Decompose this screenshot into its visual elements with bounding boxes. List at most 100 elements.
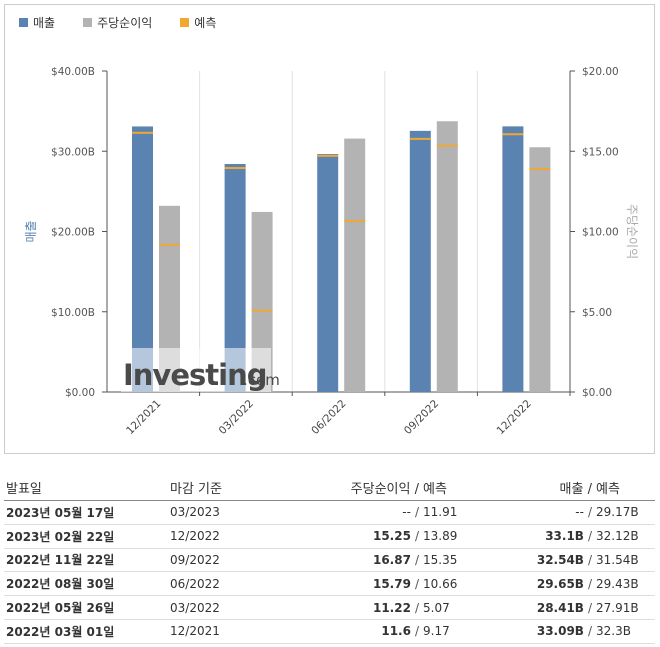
cell-revenue-value: 33.09B bbox=[536, 624, 584, 639]
cell-eps-forecast-value: 5.07 bbox=[423, 600, 450, 615]
cell-eps-value: 16.87 bbox=[372, 552, 411, 567]
cell-date-value: 2022년 05월 26일 bbox=[6, 601, 115, 616]
left-tick-label: $20.00B bbox=[51, 227, 95, 239]
x-tick-label: 03/2022 bbox=[217, 398, 256, 437]
cell-eps-value: -- bbox=[402, 505, 411, 520]
cell-eps-forecast-value: 13.89 bbox=[423, 529, 458, 544]
right-tick-label: $15.00 bbox=[582, 146, 619, 158]
col-header-eps-forecast[interactable]: 예측 bbox=[421, 474, 495, 501]
eps-swatch-icon bbox=[83, 18, 93, 27]
cell-revenue-slash: / bbox=[587, 529, 592, 544]
cell-revenue-forecast-value: 27.91B bbox=[596, 600, 639, 615]
cell-period-value: 12/2021 bbox=[170, 624, 220, 639]
table-header-row: 발표일 마감 기준 주당순이익 / 예측 매출 / 예측 bbox=[4, 474, 655, 501]
cell-period: 12/2022 bbox=[168, 524, 282, 549]
right-tick-label: $10.00 bbox=[582, 227, 619, 239]
cell-date-value: 2023년 05월 17일 bbox=[6, 505, 115, 520]
x-tick-label: 12/2022 bbox=[494, 398, 533, 437]
eps-forecast-mark bbox=[159, 243, 180, 246]
col-header-revenue-forecast[interactable]: 예측 bbox=[594, 474, 655, 501]
eps-forecast-mark bbox=[344, 219, 366, 222]
cell-date-value: 2023년 02월 22일 bbox=[6, 529, 115, 544]
x-tick-label: 12/2021 bbox=[124, 398, 163, 437]
cell-eps: 15.25/ bbox=[282, 524, 421, 549]
cell-eps-slash: / bbox=[414, 576, 419, 591]
cell-eps: 11.6/ bbox=[282, 619, 421, 644]
eps-bar bbox=[159, 205, 180, 392]
cell-revenue-forecast-value: 29.17B bbox=[596, 505, 639, 520]
cell-eps-forecast-value: 9.17 bbox=[423, 624, 450, 639]
legend-item-forecast[interactable]: 예측 bbox=[180, 14, 216, 31]
legend-item-eps[interactable]: 주당순이익 bbox=[83, 14, 152, 31]
chart-legend: 매출 주당순이익 예측 bbox=[19, 14, 216, 31]
cell-eps-slash: / bbox=[414, 529, 419, 544]
cell-revenue-value: -- bbox=[575, 505, 584, 520]
col-header-eps-slash: / bbox=[414, 481, 419, 497]
cell-eps-value: 11.22 bbox=[372, 600, 411, 615]
col-header-revenue-slash: / bbox=[587, 481, 592, 497]
cell-period: 09/2022 bbox=[168, 548, 282, 573]
col-header-date[interactable]: 발표일 bbox=[4, 474, 168, 501]
cell-revenue-forecast-value: 32.12B bbox=[596, 529, 639, 544]
left-tick-label: $0.00 bbox=[65, 387, 95, 399]
cell-period-value: 03/2022 bbox=[170, 600, 220, 615]
cell-revenue-value: 28.41B bbox=[536, 600, 584, 615]
cell-date: 2022년 08월 30일 bbox=[4, 571, 168, 597]
legend-item-revenue[interactable]: 매출 bbox=[19, 14, 55, 31]
cell-period: 03/2022 bbox=[168, 595, 282, 620]
earnings-chart: 매출 주당순이익 예측 $0.00 $10.00B $20.00B $30.00B $4… bbox=[4, 4, 655, 454]
cell-revenue-slash: / bbox=[587, 505, 592, 520]
revenue-forecast-mark bbox=[224, 167, 246, 170]
x-tick-label: 06/2022 bbox=[309, 398, 348, 437]
cell-eps-value: 15.79 bbox=[372, 576, 411, 591]
cell-date-value: 2022년 08월 30일 bbox=[6, 577, 115, 592]
revenue-bar bbox=[317, 154, 339, 392]
cell-revenue-forecast: 31.54B bbox=[594, 548, 655, 573]
cell-eps-forecast-value: 15.35 bbox=[423, 552, 458, 567]
cell-eps-slash: / bbox=[414, 505, 419, 520]
cell-revenue-slash: / bbox=[587, 576, 592, 591]
eps-bar bbox=[436, 121, 458, 392]
revenue-bar bbox=[502, 126, 524, 392]
cell-revenue-value: 33.1B bbox=[545, 529, 584, 544]
revenue-forecast-mark bbox=[502, 133, 524, 136]
cell-eps-forecast: 11.91 bbox=[421, 500, 495, 525]
cell-eps: -- / bbox=[282, 500, 421, 525]
cell-period: 06/2022 bbox=[168, 571, 282, 597]
legend-label-eps: 주당순이익 bbox=[97, 16, 153, 30]
cell-period-value: 03/2023 bbox=[170, 505, 220, 520]
eps-forecast-mark bbox=[436, 144, 458, 147]
cell-revenue-slash: / bbox=[587, 552, 592, 567]
x-tick-label: 09/2022 bbox=[402, 398, 441, 437]
cell-revenue: 32.54B / bbox=[495, 548, 594, 573]
left-axis-title: 매출 bbox=[24, 220, 38, 242]
cell-eps-slash: / bbox=[414, 600, 419, 615]
cell-revenue: 28.41B / bbox=[495, 595, 594, 620]
cell-revenue-forecast: 32.3B bbox=[594, 619, 655, 644]
cell-eps-slash: / bbox=[414, 552, 419, 567]
cell-eps-forecast: 15.35 bbox=[421, 548, 495, 573]
eps-bar bbox=[529, 147, 551, 392]
cell-period: 03/2023 bbox=[168, 500, 282, 525]
right-tick-label: $0.00 bbox=[582, 387, 612, 399]
cell-eps: 11.22/ bbox=[282, 595, 421, 620]
revenue-bar bbox=[409, 130, 431, 392]
cell-eps-forecast: 9.17 bbox=[421, 619, 495, 644]
investing-logo-suffix: .com bbox=[243, 371, 280, 389]
cell-revenue-forecast-value: 32.3B bbox=[596, 624, 631, 639]
cell-eps-forecast-value: 10.66 bbox=[423, 576, 458, 591]
cell-revenue-forecast: 29.43B bbox=[594, 571, 655, 597]
cell-revenue: 33.1B / bbox=[495, 524, 594, 549]
col-header-revenue[interactable]: 매출 / bbox=[495, 474, 594, 501]
eps-forecast-mark bbox=[529, 168, 551, 171]
cell-revenue: 29.65B / bbox=[495, 571, 594, 597]
cell-date-value: 2022년 11월 22일 bbox=[6, 553, 115, 568]
table-row: 2022년 05월 26일 03/2022 11.22/5.07 28.41B/27.… bbox=[4, 595, 655, 620]
col-header-period[interactable]: 마감 기준 bbox=[168, 474, 282, 501]
revenue-bar bbox=[224, 164, 246, 392]
cell-revenue-value: 32.54B bbox=[536, 552, 584, 567]
col-header-eps[interactable]: 주당순이익 / bbox=[282, 474, 421, 501]
eps-forecast-mark bbox=[251, 309, 273, 312]
table-row: 2022년 08월 30일 06/2022 15.79/10.66 29.65B/29… bbox=[4, 571, 655, 597]
cell-eps: 16.87/ bbox=[282, 548, 421, 573]
